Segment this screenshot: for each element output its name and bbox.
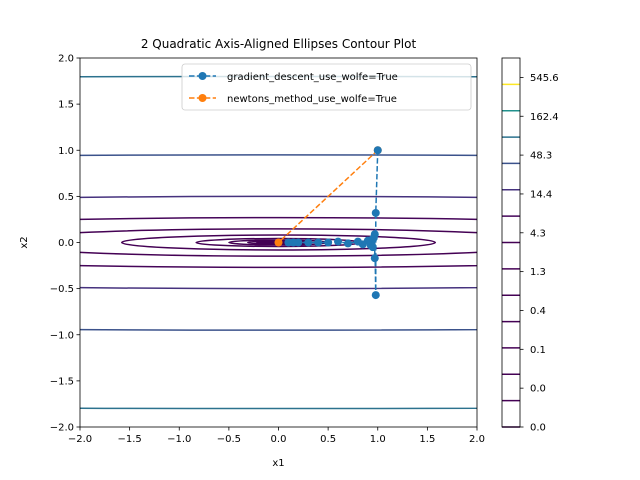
y-tick-label: 2.0 [58, 54, 74, 65]
colorbar-tick-label: 0.4 [530, 306, 546, 317]
x-axis-label: x1 [272, 458, 284, 469]
y-axis: −2.0 −1.5 −1.0 −0.5 0.0 0.5 1.0 1.5 2.0 [50, 54, 80, 434]
colorbar-tick-label: 4.3 [530, 228, 546, 239]
y-tick-label: −1.5 [50, 376, 74, 387]
legend-marker-gradient-descent [198, 72, 207, 80]
series-line-0 [288, 150, 379, 296]
colorbar-tick-label: 14.4 [530, 189, 552, 200]
x-tick-label: 0.0 [271, 434, 287, 445]
contour-line [80, 228, 477, 257]
series-point-1 [274, 238, 283, 247]
x-tick-label: −0.5 [217, 434, 241, 445]
colorbar-tick-label: 0.0 [530, 384, 546, 395]
series-point-0 [324, 238, 333, 247]
y-tick-label: 1.5 [58, 100, 74, 111]
x-tick-label: 1.5 [419, 434, 435, 445]
contour-line [120, 234, 437, 251]
x-tick-label: 0.5 [320, 434, 336, 445]
x-tick-label: 1.0 [370, 434, 386, 445]
y-axis-label: x2 [19, 236, 30, 248]
contour-line [80, 154, 477, 331]
y-tick-label: −0.5 [50, 284, 74, 295]
colorbar-tick-label: 48.3 [530, 151, 552, 162]
contour-line [80, 195, 477, 290]
legend: gradient_descent_use_wolfe=True newtons_… [181, 63, 472, 111]
chart-title: 2 Quadratic Axis-Aligned Ellipses Contou… [141, 37, 417, 51]
y-tick-label: −1.0 [50, 330, 74, 341]
colorbar-frame [501, 57, 521, 428]
legend-label-newtons-method: newtons_method_use_wolfe=True [227, 94, 397, 105]
colorbar-tick-label: 1.3 [530, 267, 546, 278]
series-point-0 [353, 237, 362, 246]
series-point-0 [371, 291, 380, 300]
series-point-0 [370, 254, 379, 263]
series-point-0 [334, 237, 343, 246]
x-axis: −2.0 −1.5 −1.0 −0.5 0.0 0.5 1.0 1.5 2.0 [68, 427, 485, 445]
legend-marker-newtons-method [198, 94, 207, 102]
series-point-0 [314, 238, 323, 247]
series-point-0 [284, 238, 293, 247]
y-tick-label: 1.0 [58, 146, 74, 157]
series-point-0 [373, 146, 382, 155]
y-tick-label: 0.5 [58, 192, 74, 203]
series-layer [274, 146, 382, 300]
colorbar-tick-label: 0.1 [530, 345, 546, 356]
x-tick-label: −2.0 [68, 434, 92, 445]
legend-box [181, 63, 472, 111]
colorbar-tick-label: 162.4 [530, 112, 559, 123]
x-tick-label: −1.0 [167, 434, 191, 445]
colorbar-tick-label: 0.0 [530, 423, 546, 434]
y-tick-label: 0.0 [58, 238, 74, 249]
colorbar: 0.0 0.0 0.1 0.4 1.3 4.3 14.4 48.3 162.4 545.6 [501, 57, 559, 434]
colorbar-tick-label: 545.6 [530, 73, 559, 84]
series-point-0 [371, 208, 380, 217]
legend-label-gradient-descent: gradient_descent_use_wolfe=True [227, 72, 398, 83]
series-line-1 [277, 149, 379, 244]
y-tick-label: −2.0 [50, 423, 74, 434]
series-point-0 [304, 238, 313, 247]
contour-line [80, 216, 477, 269]
x-tick-label: −1.5 [117, 434, 141, 445]
x-tick-label: 2.0 [469, 434, 485, 445]
series-point-0 [343, 239, 352, 248]
